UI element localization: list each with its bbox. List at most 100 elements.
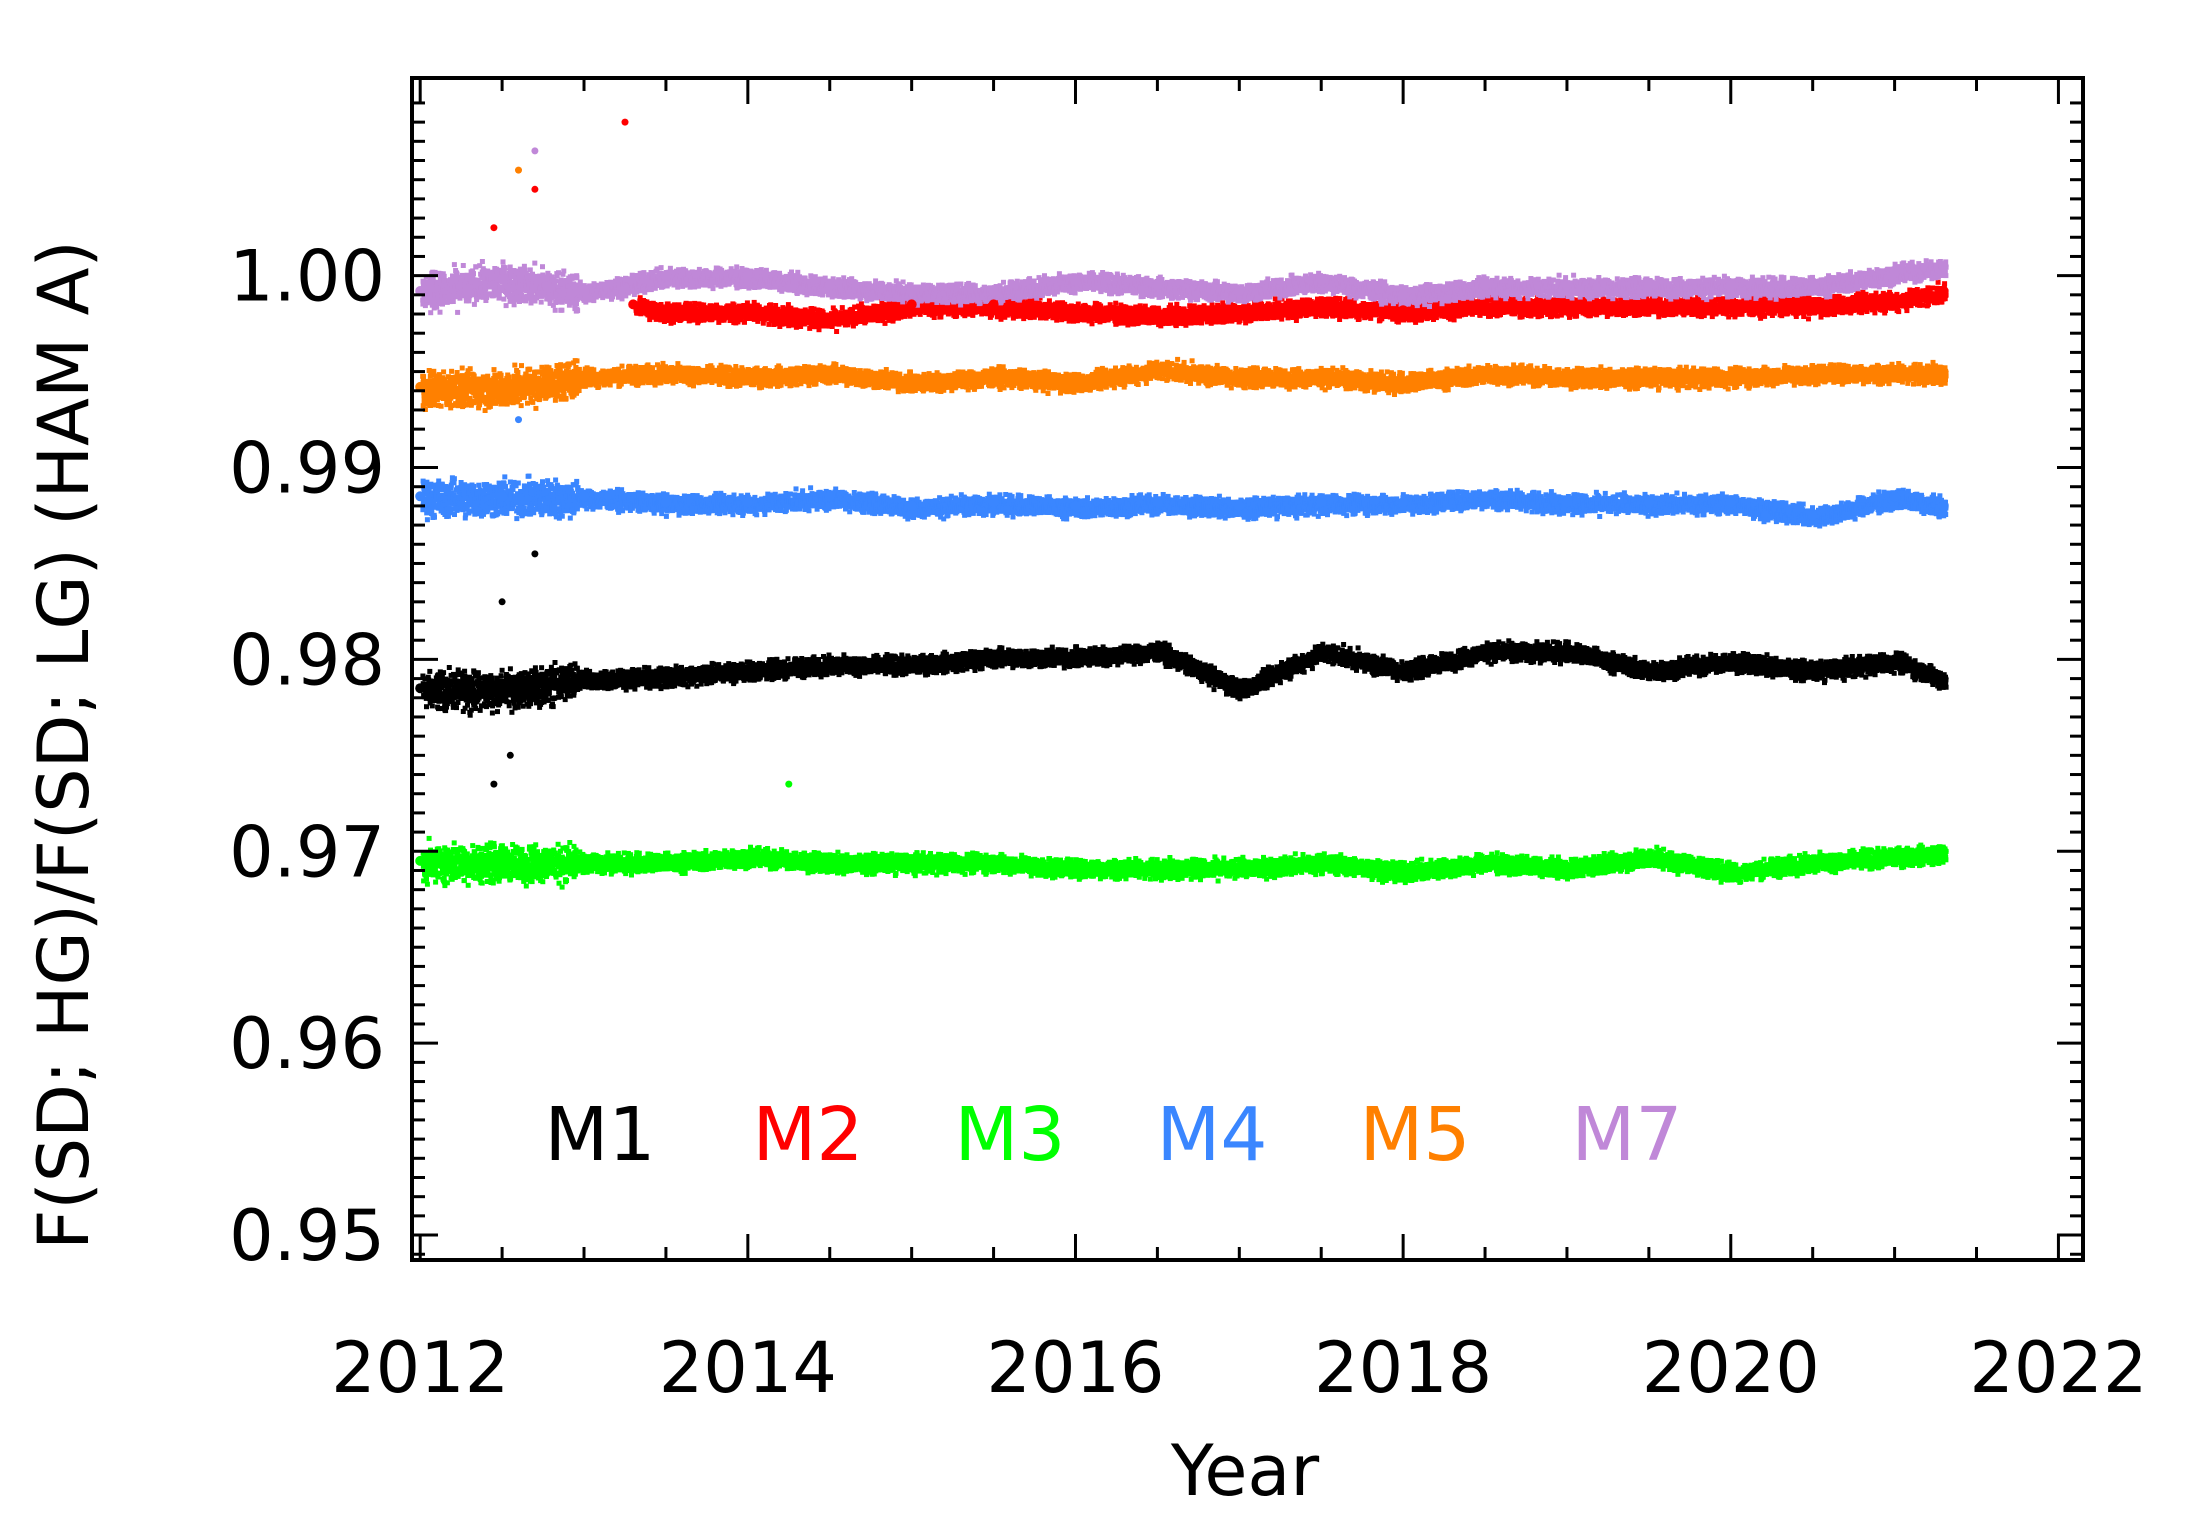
series-noise-bands [420,258,1949,890]
point-m7-13 [1480,280,1490,291]
point-m3-6 [906,855,917,866]
point-m3-2 [579,855,589,866]
point-m5-5 [824,366,835,377]
point-m7-4 [742,270,753,281]
point-m5-4 [742,370,753,381]
point-m2-12 [1562,299,1572,310]
point-m4-4 [742,497,753,508]
point-m3-1 [497,855,508,866]
point-m4-0 [415,491,426,502]
point-m5-17 [1807,366,1818,377]
point-m2-13 [1643,299,1654,310]
point-m7-10 [1234,286,1245,296]
outlier-m4-10 [515,416,522,424]
point-m4-14 [1562,497,1572,508]
point-m4-8 [1070,500,1081,511]
legend-item-m7: M7 [1572,1092,1683,1178]
series-noise-m5 [420,356,1949,413]
point-m2-5 [988,299,999,310]
x-tick-label-2018: 2018 [1314,1327,1492,1409]
point-m2-15 [1807,299,1818,310]
point-m7-15 [1643,280,1654,291]
point-m4-7 [988,497,999,508]
point-m5-16 [1725,370,1736,381]
point-m1-9 [1152,644,1163,655]
x-axis-title: Year [1170,1430,1319,1512]
point-m4-2 [579,491,589,502]
axis-tick-labels: 2012 2014 2016 2018 2020 2022 0.95 0.96 0.97 0.98… [229,236,2147,1409]
outlier-m2-0 [621,118,629,126]
y-tick-label-0.99: 0.99 [229,428,385,510]
point-m3-13 [1480,855,1490,866]
point-m1-13 [1480,644,1490,655]
point-m1-4 [742,664,753,674]
point-m2-7 [1152,309,1163,319]
point-m7-18 [1889,266,1900,277]
legend-item-m2: M2 [753,1092,864,1178]
point-m5-13 [1480,366,1490,377]
point-m4-6 [906,500,917,511]
outlier-m2-1 [531,185,539,193]
outlier-m7-4 [531,147,539,155]
point-m3-10 [1234,861,1245,872]
point-m1-6 [906,658,917,669]
outlier-m1-7 [506,751,514,759]
point-m4-15 [1643,497,1654,508]
point-m7-9 [1152,280,1163,291]
series-noise-m4 [420,473,1949,529]
point-m2-4 [906,299,917,310]
series-noise-m1 [420,638,1949,718]
y-tick-label-0.98: 0.98 [229,619,385,701]
point-m3-3 [660,855,671,866]
x-tick-label-2014: 2014 [659,1327,837,1409]
point-m4-5 [824,491,835,502]
y-axis-title: F(SD; HG)/F(SD; LG) (HAM A) [23,240,105,1250]
point-m7-19 [1938,261,1949,271]
point-m7-6 [906,286,917,296]
point-m7-5 [824,280,835,291]
point-m3-15 [1643,850,1654,861]
point-m7-2 [579,286,589,296]
point-m2-3 [824,312,835,323]
point-m4-3 [660,497,671,508]
point-m5-6 [906,376,917,387]
point-m5-19 [1938,366,1949,377]
point-m2-17 [1938,286,1949,296]
point-m4-10 [1234,500,1245,511]
point-m1-11 [1316,644,1327,655]
point-m3-17 [1807,855,1818,866]
legend-item-m5: M5 [1360,1092,1471,1178]
y-tick-label-0.96: 0.96 [229,1003,385,1085]
point-m1-2 [579,673,589,684]
point-m3-5 [824,855,835,866]
point-m2-0 [628,299,639,310]
point-m3-14 [1562,861,1572,872]
outlier-m1-5 [531,550,539,558]
legend: M1 M2 M3 M4 M5 M7 [545,1092,1683,1178]
x-tick-label-2012: 2012 [331,1327,509,1409]
point-m4-18 [1889,491,1900,502]
point-m1-3 [660,669,671,680]
point-m2-8 [1234,305,1245,316]
point-m2-11 [1480,299,1490,310]
point-m1-19 [1938,673,1949,684]
point-m1-0 [415,683,426,694]
point-m4-12 [1398,497,1409,508]
point-m2-16 [1889,293,1900,304]
y-tick-label-1.00: 1.00 [229,236,385,318]
point-m5-2 [579,370,589,381]
legend-item-m3: M3 [955,1092,1066,1178]
x-tick-label-2022: 2022 [1969,1327,2147,1409]
y-tick-label-0.95: 0.95 [229,1195,385,1277]
point-m5-8 [1070,376,1081,387]
point-m2-6 [1070,305,1081,316]
point-m7-8 [1070,274,1081,285]
point-m5-15 [1643,370,1654,381]
point-m3-19 [1938,846,1949,857]
point-m1-8 [1070,650,1081,661]
series-noise-m3 [420,835,1949,890]
point-m5-12 [1398,376,1409,387]
point-m7-12 [1398,289,1409,300]
series-noise-m2 [633,279,1949,334]
